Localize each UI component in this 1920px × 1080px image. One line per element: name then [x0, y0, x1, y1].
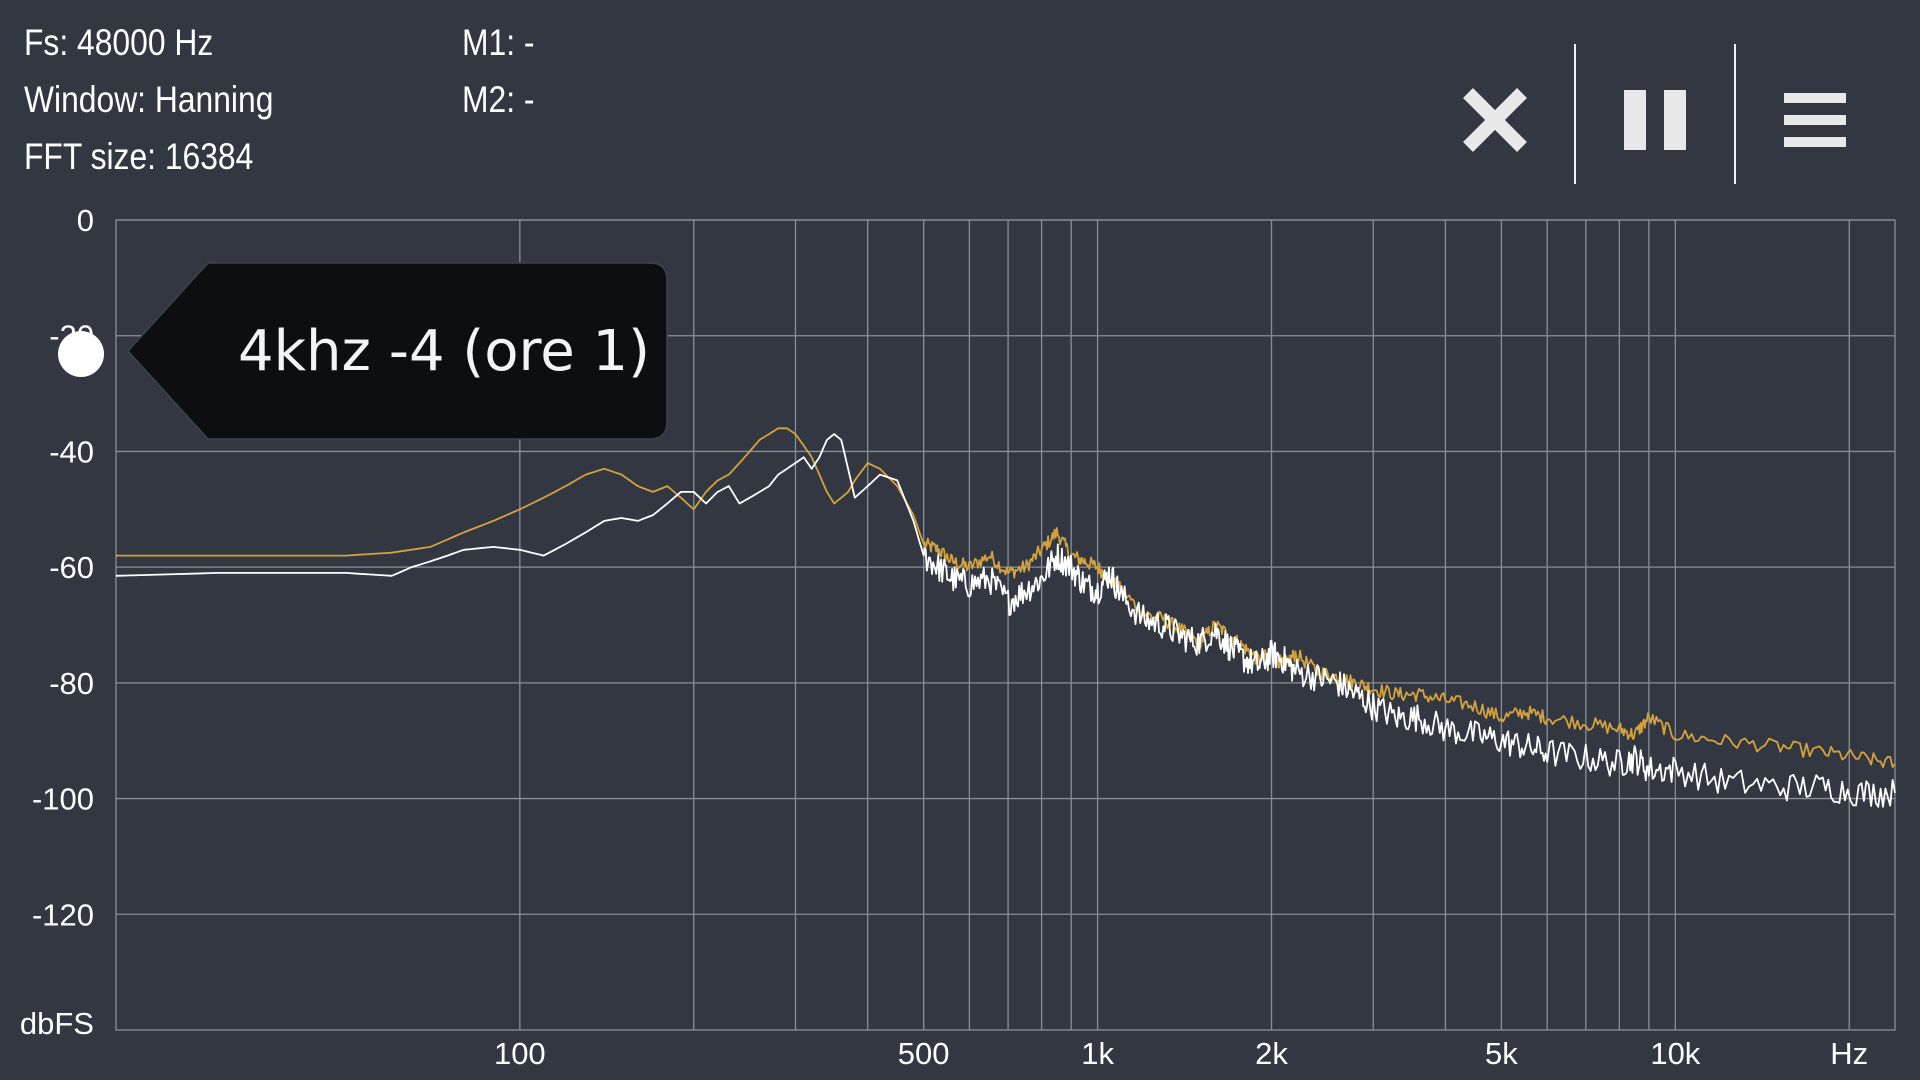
pause-icon — [1624, 90, 1686, 150]
marker-tooltip: 4khz -4 (ore 1) — [128, 262, 668, 440]
y-axis-labels: 0-20-40-60-80-100-120 — [32, 203, 94, 932]
y-axis-unit-label: dbFS — [20, 1006, 94, 1041]
marker-2-label: M2: - — [462, 79, 535, 120]
x-tick-label: 10k — [1650, 1036, 1700, 1071]
x-tick-label: 100 — [494, 1036, 546, 1071]
tooltip-text: 4khz -4 (ore 1) — [237, 318, 650, 384]
y-tick-label: 0 — [77, 203, 94, 238]
y-tick-label: -40 — [49, 434, 94, 469]
marker-1-label: M1: - — [462, 22, 535, 63]
x-axis-labels: 100 500 1k 2k 5k 10k Hz — [494, 1036, 1868, 1071]
info-panel-left: Fs: 48000 Hz Window: Hanning FFT size: 1… — [24, 14, 273, 185]
window-label: Window: Hanning — [24, 79, 274, 120]
close-button[interactable] — [1440, 60, 1550, 180]
x-tick-label: 1k — [1081, 1036, 1114, 1071]
chart-series — [115, 427, 1896, 808]
fft-size-label: FFT size: 16384 — [24, 136, 254, 177]
marker-handle[interactable] — [58, 331, 104, 377]
close-icon — [1463, 88, 1527, 152]
x-tick-label: Hz — [1830, 1036, 1868, 1071]
x-tick-label: 2k — [1255, 1036, 1288, 1071]
live-spectrum-series-line — [115, 433, 1896, 808]
sample-rate-label: Fs: 48000 Hz — [24, 22, 214, 63]
menu-button[interactable] — [1760, 60, 1870, 180]
y-tick-label: -100 — [32, 782, 94, 817]
x-tick-label: 5k — [1485, 1036, 1518, 1071]
menu-icon — [1784, 93, 1846, 147]
y-tick-label: -120 — [32, 897, 94, 932]
toolbar-divider — [1574, 44, 1576, 184]
y-tick-label: -80 — [49, 666, 94, 701]
peak-hold-series-line — [116, 427, 1896, 768]
toolbar-divider — [1734, 44, 1736, 184]
tooltip-bubble — [128, 262, 668, 440]
pause-button[interactable] — [1600, 60, 1710, 180]
info-panel-markers: M1: - M2: - — [462, 14, 534, 128]
x-tick-label: 500 — [898, 1036, 950, 1071]
y-tick-label: -60 — [49, 550, 94, 585]
